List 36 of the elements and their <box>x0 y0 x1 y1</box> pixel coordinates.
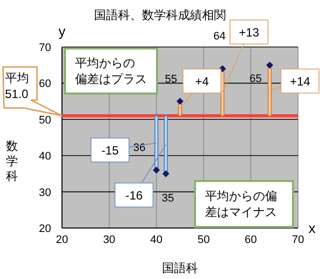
point <box>266 62 274 69</box>
y-tick-label: 30 <box>38 186 52 199</box>
y-tick-label: 40 <box>38 150 52 163</box>
callout: +14 <box>269 68 320 94</box>
point <box>152 166 160 174</box>
x-tick-label: 40 <box>150 234 163 246</box>
text: y <box>58 23 66 39</box>
data-label: 65 <box>250 73 262 86</box>
title: 国語科、数学科成績相関 <box>94 8 226 22</box>
annotation: 平均からの偏差はプラス <box>75 56 147 86</box>
data-label: 55 <box>164 73 178 86</box>
data-label: 36 <box>133 142 146 154</box>
x-tick-label: 60 <box>244 234 257 246</box>
x-tick-label: 70 <box>292 234 304 246</box>
text: x <box>308 220 316 236</box>
annotation: +4 <box>195 74 210 88</box>
annotation: +14 <box>290 74 310 88</box>
point <box>162 170 170 178</box>
x-axis-title: 国語科 <box>162 261 198 275</box>
x-tick-label: 20 <box>56 234 68 246</box>
note: 平均からの偏差はマイナス <box>194 180 294 228</box>
y-tick-label: 60 <box>38 78 52 90</box>
y-tick-label: 70 <box>38 42 52 54</box>
x-tick-label: 50 <box>197 234 210 246</box>
data-label: 64 <box>213 30 226 43</box>
y-axis-title: 数学科 <box>6 139 18 183</box>
note: 平均からの偏差はプラス <box>64 48 158 94</box>
y-tick-label: 20 <box>38 223 52 235</box>
annotation: -16 <box>125 188 143 202</box>
annotation: 平均からの偏差はマイナス <box>205 189 277 219</box>
y-tick-label: 50 <box>38 114 52 126</box>
x-tick-label: 30 <box>103 234 116 246</box>
callout: +4 <box>180 68 222 109</box>
data-label: 35 <box>162 192 174 205</box>
point <box>176 98 184 105</box>
annotation: -15 <box>101 144 119 158</box>
